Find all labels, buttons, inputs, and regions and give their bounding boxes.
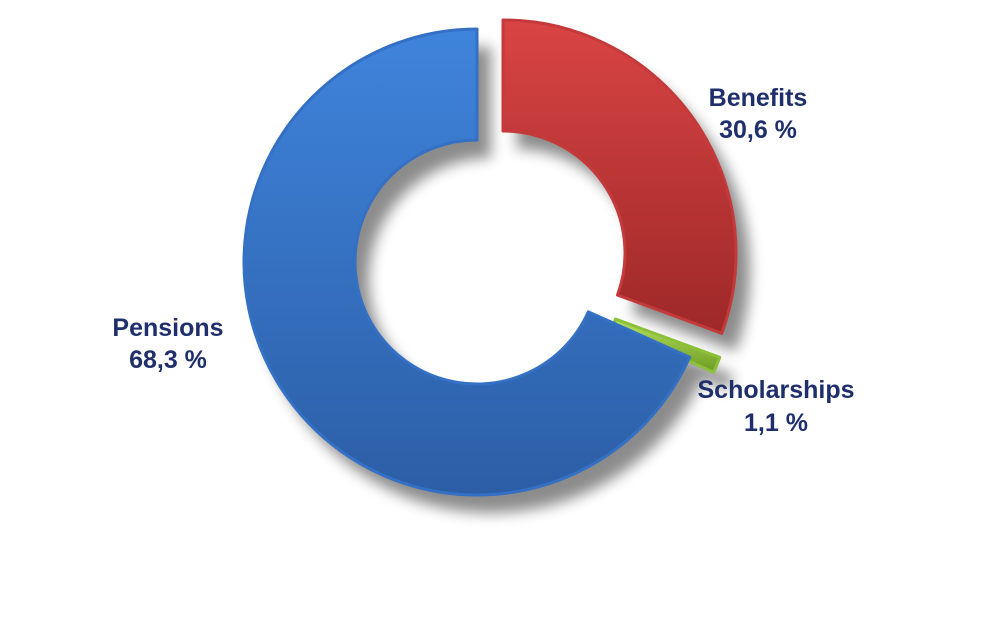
- slice-benefits: [501, 18, 738, 335]
- slice-value-benefits: 30,6 %: [719, 116, 797, 144]
- slice-pensions: [242, 27, 692, 497]
- slice-label-pensions: Pensions: [112, 314, 223, 342]
- slice-value-pensions: 68,3 %: [129, 346, 207, 374]
- slice-labels: Benefits 30,6 % Scholarships 1,1 % Pensions 6…: [112, 84, 854, 437]
- slice-label-benefits: Benefits: [709, 84, 808, 112]
- slice-value-scholarships: 1,1 %: [744, 409, 808, 437]
- slice-label-scholarships: Scholarships: [698, 376, 855, 404]
- donut-slices: [242, 18, 738, 497]
